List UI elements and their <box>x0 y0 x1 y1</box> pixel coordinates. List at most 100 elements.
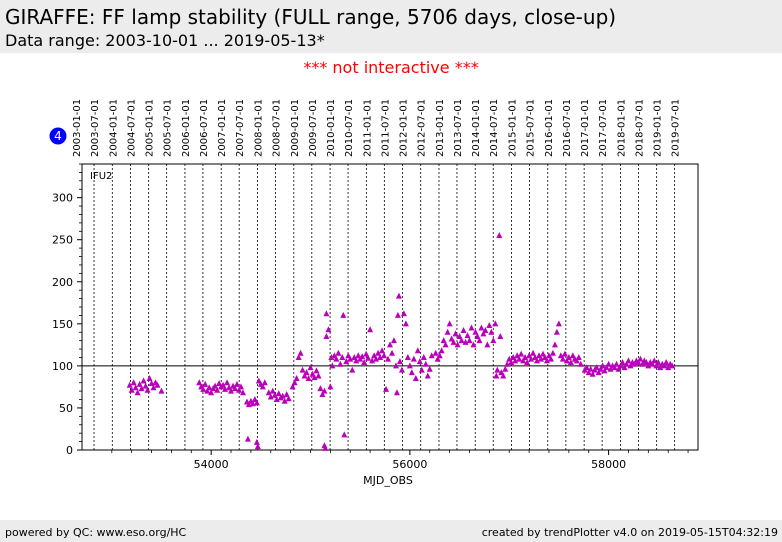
data-point <box>275 390 282 397</box>
date-tick-label: 2013-01-01 <box>435 99 446 157</box>
data-point <box>132 384 139 391</box>
data-point <box>599 362 606 369</box>
data-point <box>420 353 427 360</box>
y-tick-label: 100 <box>52 360 73 373</box>
data-point <box>381 352 388 359</box>
data-point <box>490 337 497 344</box>
data-point <box>323 332 330 339</box>
footer-bar: powered by QC: www.eso.org/HC created by… <box>0 520 782 542</box>
date-tick-label: 2014-01-01 <box>471 99 482 157</box>
date-tick-label: 2019-01-01 <box>653 99 664 157</box>
data-point <box>385 355 392 362</box>
y-tick-label: 0 <box>66 444 73 457</box>
data-point <box>482 327 489 334</box>
data-point <box>603 364 610 371</box>
data-point <box>637 355 644 362</box>
date-tick-label: 2003-07-01 <box>90 99 101 157</box>
data-point <box>446 320 453 327</box>
data-point <box>130 379 137 386</box>
data-point <box>388 349 395 356</box>
data-point <box>472 328 479 335</box>
data-point <box>317 385 324 392</box>
data-point <box>379 347 386 354</box>
header-bar: GIRAFFE: FF lamp stability (FULL range, … <box>0 0 782 53</box>
date-tick-label: 2018-07-01 <box>634 99 645 157</box>
data-point <box>649 360 656 367</box>
data-point <box>484 341 491 348</box>
data-point <box>538 355 545 362</box>
x-axis-label: MJD_OBS <box>363 474 413 487</box>
data-point <box>589 370 596 377</box>
data-point <box>204 387 211 394</box>
data-point <box>395 292 402 299</box>
date-tick-label: 2010-01-01 <box>326 99 337 157</box>
data-point <box>297 349 304 356</box>
data-point <box>450 338 457 345</box>
data-point <box>661 362 668 369</box>
data-point <box>392 362 399 369</box>
y-tick-label: 150 <box>52 318 73 331</box>
data-point <box>607 365 614 372</box>
y-tick-label: 300 <box>52 192 73 205</box>
data-point <box>462 338 469 345</box>
data-point <box>285 395 292 402</box>
data-point <box>635 359 642 366</box>
data-point <box>480 330 487 337</box>
data-point <box>291 379 298 386</box>
data-point <box>335 349 342 356</box>
data-point <box>212 382 219 389</box>
data-point <box>657 364 664 371</box>
date-tick-label: 2008-01-01 <box>253 99 264 157</box>
data-point <box>253 399 260 406</box>
date-tick-label: 2006-07-01 <box>199 99 210 157</box>
data-point <box>347 355 354 362</box>
data-point <box>353 357 360 364</box>
date-tick-label: 2016-01-01 <box>544 99 555 157</box>
trend-chart: 2003-01-01 2003-07-01 2004-01-01 2004-07-01… <box>49 99 699 487</box>
data-point <box>128 386 135 393</box>
data-point <box>328 353 335 360</box>
data-point <box>410 355 417 362</box>
data-point <box>559 355 566 362</box>
panel-label: IFU2 <box>90 171 112 182</box>
data-point <box>458 337 465 344</box>
data-point <box>311 374 318 381</box>
y-tick-label: 200 <box>52 276 73 289</box>
data-point <box>438 347 445 354</box>
date-tick-label: 2006-01-01 <box>181 99 192 157</box>
data-point <box>416 358 423 365</box>
data-point <box>414 347 421 354</box>
date-tick-label: 2015-01-01 <box>508 99 519 157</box>
date-tick-label: 2009-01-01 <box>290 99 301 157</box>
data-point <box>329 362 336 369</box>
data-point <box>289 383 296 390</box>
data-point <box>375 349 382 356</box>
data-point <box>393 389 400 396</box>
data-point <box>383 385 390 392</box>
data-point <box>466 337 473 344</box>
footer-powered-by: powered by QC: www.eso.org/HC <box>5 526 187 539</box>
data-point <box>269 387 276 394</box>
data-point <box>669 362 676 369</box>
data-point <box>281 397 288 404</box>
data-point <box>508 359 515 366</box>
data-point <box>254 443 261 450</box>
data-point <box>605 360 612 367</box>
data-point <box>233 380 240 387</box>
data-point <box>625 357 632 364</box>
data-point <box>214 386 221 393</box>
data-point <box>460 327 467 334</box>
data-point <box>244 435 251 442</box>
data-point <box>232 385 239 392</box>
date-tick-label: 2007-07-01 <box>235 99 246 157</box>
date-tick-label: 2012-07-01 <box>417 99 428 157</box>
data-point <box>444 328 451 335</box>
data-point <box>496 232 503 238</box>
data-point <box>394 311 401 318</box>
data-point <box>134 389 141 396</box>
date-tick-label: 2018-01-01 <box>616 99 627 157</box>
data-point <box>522 353 529 360</box>
data-point <box>524 359 531 366</box>
data-point <box>561 350 568 357</box>
data-point <box>265 389 272 396</box>
